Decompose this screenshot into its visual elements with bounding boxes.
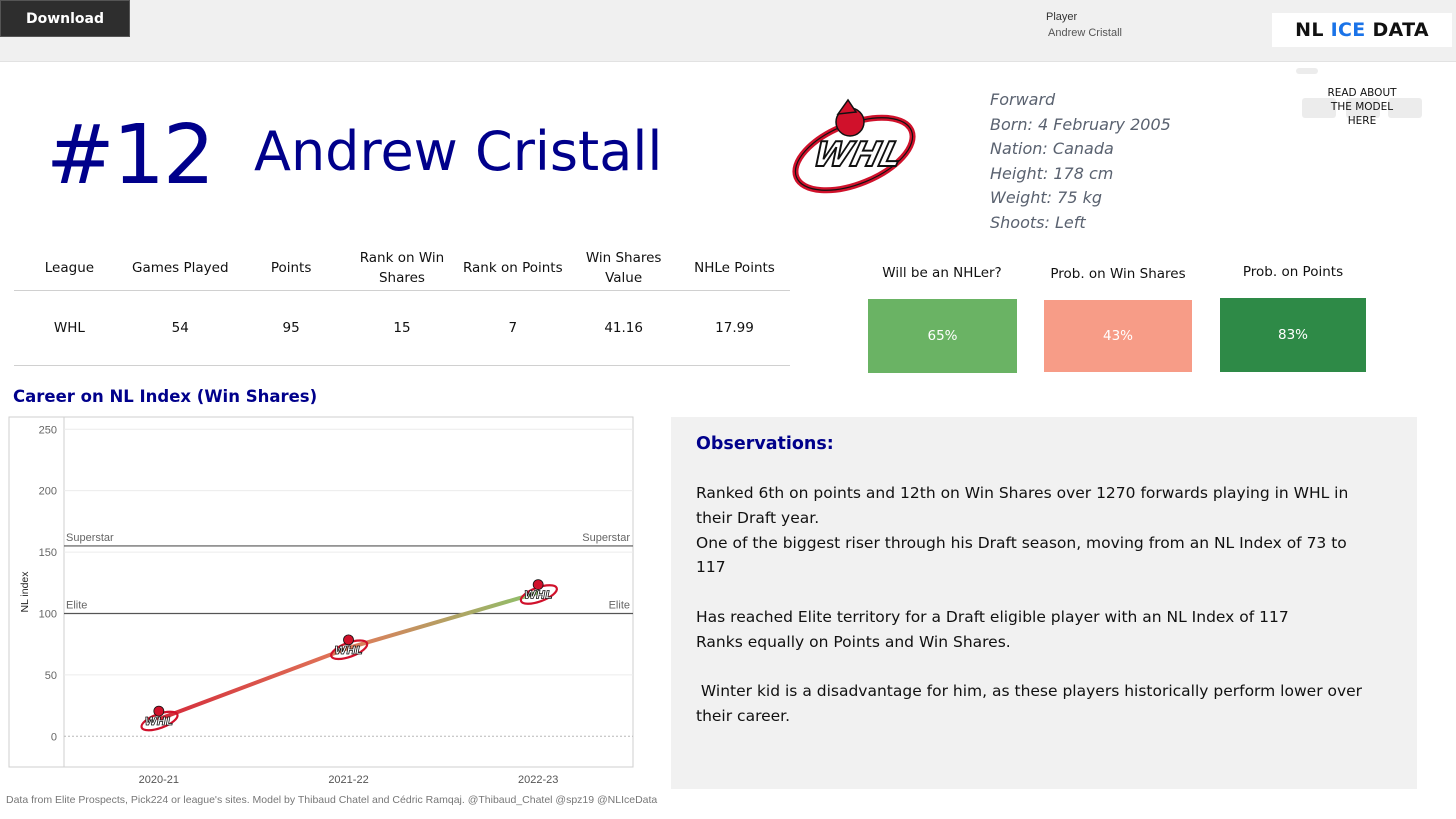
x-tick-label: 2021-22 — [328, 774, 368, 786]
read-about-model-text[interactable]: READ ABOUT THE MODEL HERE — [1294, 86, 1430, 128]
marker-label: WHL — [145, 715, 173, 728]
observations-line: 117 — [696, 558, 726, 577]
footer-credits: Data from Elite Prospects, Pick224 or le… — [6, 794, 658, 806]
stats-header-cell: Rank on Win Shares — [359, 249, 445, 286]
bio-position: Forward — [990, 90, 1056, 109]
player-filter[interactable]: Player Andrew Cristall — [1046, 11, 1122, 39]
whl-logo: WHL — [792, 98, 916, 194]
observations-line: One of the biggest riser through his Dra… — [696, 533, 1347, 552]
y-tick-label: 150 — [39, 547, 57, 559]
ghost-button — [1346, 98, 1380, 118]
prob-nhler: Will be an NHLer? — [868, 265, 1016, 281]
read-about-line-3: HERE — [1347, 115, 1377, 127]
player-bio: Forward Born: 4 February 2005 Nation: Ca… — [990, 88, 1171, 236]
stats-header-cell: Rank on Points — [462, 259, 563, 276]
bio-nation: Nation: Canada — [990, 139, 1114, 159]
player-name: Andrew Cristall — [254, 120, 663, 183]
bio-born: Born: 4 February 2005 — [990, 114, 1171, 134]
stats-data-row: WHL 54 95 15 7 41.16 17.99 — [14, 291, 790, 366]
prob-win-shares-title: Prob. on Win Shares — [1050, 266, 1186, 282]
reference-label-right: Superstar — [582, 532, 630, 544]
y-tick-label: 200 — [39, 486, 57, 498]
marker-label: WHL — [334, 644, 362, 657]
prob-nhler-title: Will be an NHLer? — [882, 265, 1002, 281]
prob-nhler-tile[interactable]: 65% — [868, 299, 1017, 373]
bio-weight: Weight: 75 kg — [990, 188, 1103, 208]
read-about-model-link[interactable]: READ ABOUT THE MODEL HERE — [1294, 66, 1430, 144]
observations-heading: Observations: — [696, 434, 834, 454]
stats-header-cell: Win Shares Value — [585, 249, 662, 286]
reference-label-right: Elite — [609, 599, 630, 611]
nl-index-chart[interactable]: 0 50 100 150 200 250 NL index Superstar Supersta… — [0, 410, 650, 794]
reference-label-left: Elite — [66, 599, 87, 611]
x-tick-label: 2022-23 — [518, 774, 558, 786]
player-filter-label: Player — [1046, 11, 1078, 23]
stats-cell-league: WHL — [53, 320, 85, 336]
stats-header-row: League Games Played Points Rank on Win S… — [14, 245, 790, 291]
observations-line: Has reached Elite territory for a Draft … — [696, 607, 1289, 626]
brand-part-3: DATA — [1365, 19, 1429, 41]
y-tick-label: 250 — [39, 424, 57, 436]
stats-cell-games: 54 — [171, 320, 189, 336]
ghost-bar — [1296, 68, 1318, 74]
player-filter-value[interactable]: Andrew Cristall — [1048, 27, 1122, 39]
prob-points-title: Prob. on Points — [1242, 264, 1344, 280]
ghost-button — [1388, 98, 1422, 118]
stats-header-cell: League — [44, 259, 95, 276]
observations-gap — [696, 655, 1392, 680]
bio-height: Height: 178 cm — [990, 163, 1114, 183]
prob-win-shares-tile[interactable]: 43% — [1044, 300, 1192, 372]
data-point-marker: WHL — [330, 634, 369, 661]
brand-logo: NL ICE DATA — [1272, 13, 1452, 47]
x-tick-label: 2020-21 — [139, 774, 179, 786]
bio-shoots: Shoots: Left — [990, 212, 1086, 232]
observations-panel: Observations: Ranked 6th on points and 1… — [671, 417, 1417, 789]
observations-line: their career. — [696, 707, 791, 726]
prob-win-shares: Prob. on Win Shares — [1044, 266, 1192, 282]
stats-cell-rank-ws: 15 — [393, 320, 411, 336]
read-about-line-1: READ ABOUT — [1327, 87, 1397, 99]
stats-cell-points: 95 — [282, 320, 300, 336]
data-point-marker: WHL — [140, 705, 179, 732]
series-line — [156, 590, 541, 722]
stats-header-cell: Points — [270, 259, 312, 276]
observations-line: Ranks equally on Points and Win Shares. — [696, 632, 1011, 651]
ghost-button — [1302, 98, 1336, 118]
stats-cell-rank-points: 7 — [508, 320, 518, 336]
y-tick-label: 100 — [39, 608, 57, 620]
stats-table: League Games Played Points Rank on Win S… — [14, 245, 790, 366]
y-tick-label: 0 — [51, 731, 57, 743]
reference-label-left: Superstar — [66, 532, 114, 544]
data-point-marker: WHL — [519, 579, 558, 605]
jersey-number: #12 — [46, 108, 215, 203]
stats-cell-ws-value: 41.16 — [604, 320, 643, 336]
y-axis-label: NL index — [19, 571, 31, 613]
stats-cell-nhle: 17.99 — [715, 320, 754, 336]
observations-text: Ranked 6th on points and 12th on Win Sha… — [696, 481, 1392, 729]
marker-head — [343, 634, 354, 646]
prob-points: Prob. on Points — [1220, 264, 1366, 280]
observations-line: their Draft year. — [696, 508, 820, 527]
brand-part-2: ICE — [1330, 19, 1366, 41]
marker-head — [153, 705, 165, 717]
stats-header-cell: Games Played — [131, 259, 229, 276]
top-bar: Download Player Andrew Cristall NL ICE D… — [0, 0, 1456, 62]
observations-line: Winter kid is a disadvantage for him, as… — [696, 682, 1363, 701]
observations-line: Ranked 6th on points and 12th on Win Sha… — [696, 484, 1349, 502]
y-tick-label: 50 — [45, 670, 57, 682]
prob-points-tile[interactable]: 83% — [1220, 298, 1366, 372]
marker-label: WHL — [524, 589, 552, 602]
read-about-line-2: THE MODEL — [1330, 101, 1394, 113]
download-button[interactable]: Download — [0, 0, 130, 37]
brand-part-1: NL — [1295, 19, 1331, 41]
whl-logo-text: WHL — [809, 135, 906, 174]
chart-title: Career on NL Index (Win Shares) — [13, 387, 318, 406]
observations-gap — [696, 580, 1392, 605]
marker-head — [532, 579, 544, 591]
stats-header-cell: NHLe Points — [694, 259, 775, 276]
